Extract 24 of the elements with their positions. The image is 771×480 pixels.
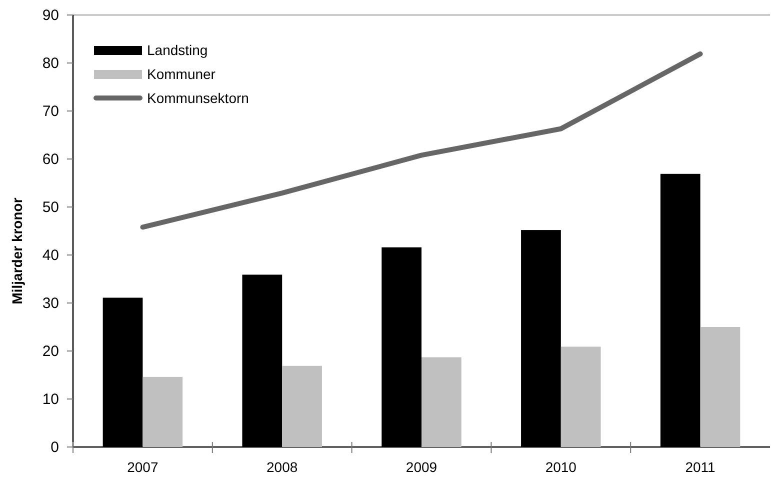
y-tick-label: 60	[42, 150, 59, 168]
y-tick-label: 80	[42, 54, 59, 72]
x-tick-label: 2011	[685, 459, 716, 475]
y-tick-label: 20	[42, 342, 59, 360]
y-tick-label: 50	[42, 198, 59, 216]
bar	[142, 376, 183, 447]
y-tick-label: 10	[42, 390, 59, 408]
y-tick-label: 90	[42, 6, 59, 24]
x-tick-label: 2007	[127, 459, 158, 475]
legend-label: Kommuner	[147, 66, 216, 82]
legend-label: Landsting	[147, 42, 208, 58]
legend-label: Kommunsektorn	[147, 90, 249, 106]
x-tick-label: 2010	[545, 459, 577, 475]
y-tick-label: 30	[42, 294, 59, 312]
bar	[700, 327, 740, 447]
y-axis-title: Miljarder kronor	[9, 197, 25, 304]
y-tick-label: 70	[42, 102, 59, 120]
bar	[422, 357, 462, 447]
y-tick-label: 40	[42, 246, 59, 264]
x-tick-label: 2009	[406, 459, 438, 475]
bar	[560, 346, 601, 447]
y-tick-label: 0	[50, 438, 59, 456]
bar	[282, 366, 322, 447]
x-tick-label: 2008	[266, 459, 298, 475]
